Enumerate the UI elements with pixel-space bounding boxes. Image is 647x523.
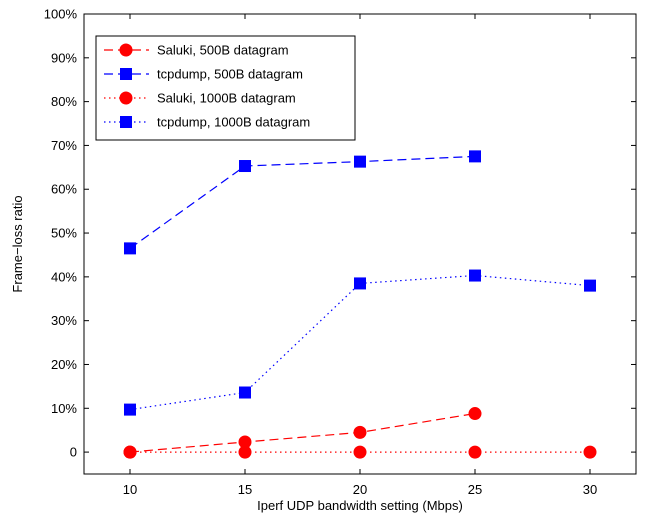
legend-marker	[120, 116, 132, 128]
data-point	[238, 445, 252, 459]
legend-label: tcpdump, 1000B datagram	[157, 115, 310, 130]
data-point	[124, 242, 136, 255]
data-point	[239, 160, 251, 173]
data-point	[353, 425, 367, 439]
x-tick-label: 20	[353, 482, 367, 497]
y-tick-label: 40%	[51, 269, 77, 284]
y-axis-label: Frame−loss ratio	[10, 195, 25, 292]
legend-marker	[120, 68, 132, 80]
data-point	[468, 445, 482, 459]
y-tick-label: 90%	[51, 50, 77, 65]
data-point	[353, 445, 367, 459]
series-group	[123, 150, 597, 459]
data-point	[354, 155, 366, 168]
y-tick-label: 50%	[51, 226, 77, 241]
y-tick-label: 100%	[44, 7, 78, 22]
x-tick-label: 15	[238, 482, 252, 497]
data-point	[124, 403, 136, 416]
y-tick-label: 60%	[51, 182, 77, 197]
series-line	[129, 155, 476, 249]
legend-marker	[119, 91, 133, 105]
data-point	[239, 386, 251, 399]
data-point	[354, 277, 366, 290]
legend-item: Saluki, 1000B datagram	[104, 91, 296, 106]
y-tick-label: 20%	[51, 357, 77, 372]
data-point	[469, 150, 481, 163]
legend: Saluki, 500B datagram tcpdump, 500B datag…	[95, 35, 356, 141]
series-3	[123, 445, 597, 459]
y-tick-label: 0	[70, 445, 77, 460]
series-line	[129, 412, 476, 453]
legend-box	[95, 35, 356, 141]
y-tick-label: 70%	[51, 138, 77, 153]
legend-label: Saluki, 1000B datagram	[157, 91, 296, 106]
y-tick-label: 10%	[51, 401, 77, 416]
legend-item: tcpdump, 1000B datagram	[104, 115, 310, 130]
x-tick-label: 25	[468, 482, 482, 497]
legend-label: Saluki, 500B datagram	[157, 43, 289, 58]
legend-label: tcpdump, 500B datagram	[157, 67, 303, 82]
data-point	[583, 445, 597, 459]
data-point	[468, 407, 482, 421]
legend-item: Saluki, 500B datagram	[104, 43, 289, 58]
x-tick-label: 30	[583, 482, 597, 497]
data-point	[123, 445, 137, 459]
series-2	[124, 150, 481, 255]
data-point	[584, 279, 596, 292]
legend-marker	[119, 43, 133, 57]
x-axis-label: Iperf UDP bandwidth setting (Mbps)	[257, 498, 463, 513]
y-tick-label: 30%	[51, 313, 77, 328]
legend-item: tcpdump, 500B datagram	[104, 67, 303, 82]
series-4	[124, 269, 596, 416]
y-tick-label: 80%	[51, 94, 77, 109]
data-point	[469, 269, 481, 282]
axes-group: 10 15 20 25 30 0 10% 20% 30% 40% 50% 60% 70% 80% 90% 10…	[44, 7, 637, 497]
x-tick-label: 10	[123, 482, 137, 497]
